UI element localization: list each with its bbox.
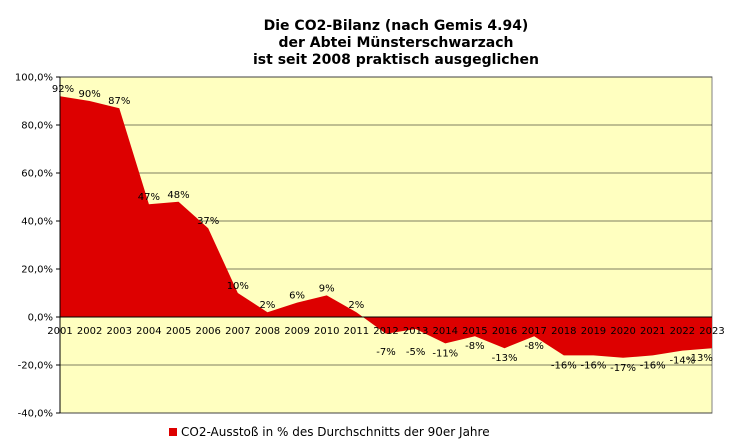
x-tick-label: 2014	[433, 326, 458, 337]
data-label: -11%	[432, 348, 458, 359]
data-labels: 92% 90%87%47% 48%37%10%2%6%9%2%-7% -5% -11%-…	[52, 84, 713, 374]
data-label: 2%	[260, 300, 276, 311]
x-tick-label: 2012	[373, 326, 398, 337]
y-tick-label: -40,0%	[18, 409, 53, 420]
x-tick-label: 2007	[225, 326, 250, 337]
y-axis-ticks: 100,0% 80,0% 60,0% 40,0% 20,0% 0,0% -20,0% -40,…	[15, 73, 60, 420]
x-tick-label: 2013	[403, 326, 428, 337]
x-tick-label: 2011	[344, 326, 369, 337]
x-tick-label: 2020	[610, 326, 635, 337]
data-label: -7%	[376, 347, 395, 358]
x-tick-label: 2023	[699, 326, 724, 337]
data-label: -16%	[581, 360, 607, 371]
x-tick-label: 2016	[492, 326, 517, 337]
legend: CO2-Ausstoß in % des Durchschnitts der 9…	[169, 424, 490, 440]
data-label: 9%	[319, 283, 335, 294]
y-tick-label: 80,0%	[21, 121, 53, 132]
y-tick-label: 0,0%	[28, 313, 53, 324]
x-tick-label: 2018	[551, 326, 576, 337]
data-label: 37%	[197, 216, 219, 227]
data-label: 92%	[52, 84, 74, 95]
x-tick-label: 2006	[195, 326, 220, 337]
x-tick-label: 2010	[314, 326, 339, 337]
y-tick-label: -20,0%	[18, 361, 53, 372]
data-label: -13%	[687, 353, 713, 364]
chart-title-line-1: Die CO2-Bilanz (nach Gemis 4.94)	[264, 18, 529, 34]
chart-title-line-3: ist seit 2008 praktisch ausgeglichen	[253, 52, 539, 68]
data-label: -17%	[610, 363, 636, 374]
legend-swatch	[169, 428, 177, 436]
x-tick-label: 2005	[166, 326, 191, 337]
y-tick-label: 40,0%	[21, 217, 53, 228]
x-tick-label: 2002	[77, 326, 102, 337]
data-label: 48%	[167, 190, 189, 201]
y-tick-label: 20,0%	[21, 265, 53, 276]
x-tick-label: 2004	[136, 326, 161, 337]
data-label: 87%	[108, 96, 130, 107]
y-tick-label: 100,0%	[15, 73, 53, 84]
data-label: -16%	[551, 360, 577, 371]
series-area	[60, 96, 712, 358]
data-label: 6%	[289, 291, 305, 302]
data-label: -13%	[492, 353, 518, 364]
data-label: 2%	[348, 300, 364, 311]
x-tick-label: 2017	[521, 326, 546, 337]
x-tick-label: 2022	[670, 326, 695, 337]
data-label: -14%	[669, 356, 695, 367]
x-tick-label: 2008	[255, 326, 280, 337]
data-label: 47%	[138, 192, 160, 203]
data-label: -8%	[524, 341, 543, 352]
x-tick-label: 2019	[581, 326, 606, 337]
data-label: 90%	[79, 89, 101, 100]
chart-title-line-2: der Abtei Münsterschwarzach	[278, 35, 513, 51]
x-tick-label: 2015	[462, 326, 487, 337]
x-tick-label: 2009	[284, 326, 309, 337]
legend-label: CO2-Ausstoß in % des Durchschnitts der 9…	[181, 425, 490, 439]
data-label: -16%	[640, 360, 666, 371]
x-tick-label: 2021	[640, 326, 665, 337]
x-axis-ticks: 2001 2002 2003 2004 2005 2006 2007 2008 2009 2010…	[47, 326, 724, 337]
data-label: -5%	[406, 347, 425, 358]
data-label: 10%	[227, 281, 249, 292]
data-label: -8%	[465, 341, 484, 352]
y-tick-label: 60,0%	[21, 169, 53, 180]
x-tick-label: 2003	[107, 326, 132, 337]
chart-title: Die CO2-Bilanz (nach Gemis 4.94) der Abt…	[253, 18, 539, 68]
